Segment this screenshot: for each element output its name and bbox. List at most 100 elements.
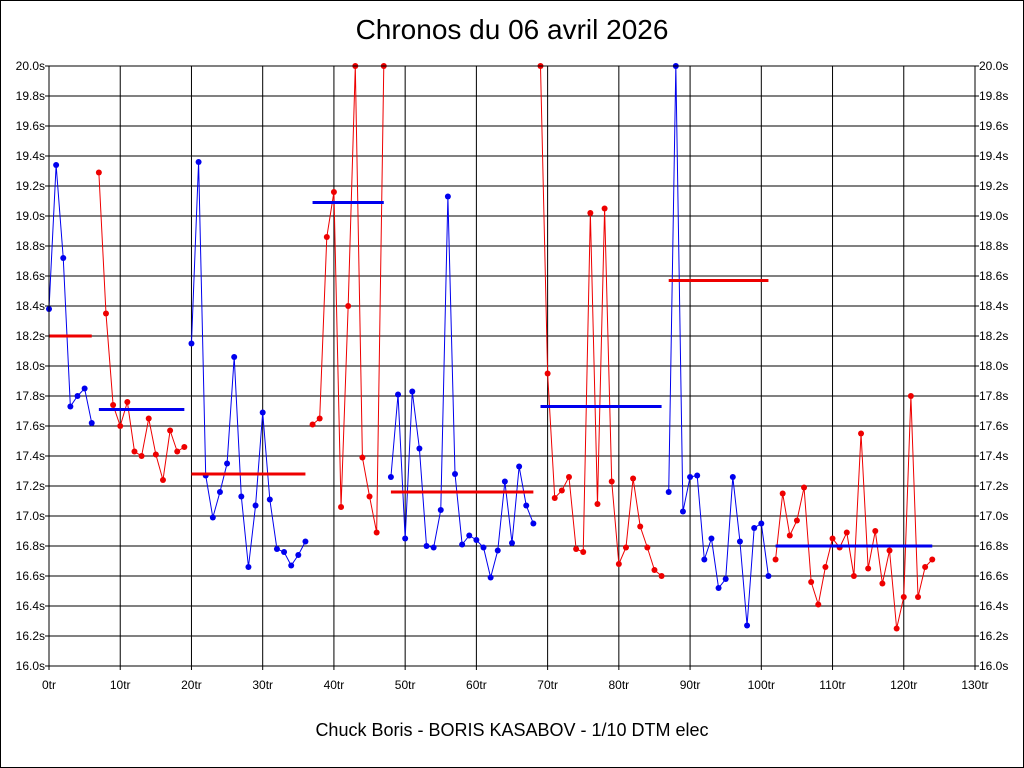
- data-point: [594, 501, 601, 507]
- data-point: [430, 544, 437, 551]
- data-point: [658, 573, 665, 579]
- y-tick-label-right: 16.8s: [979, 539, 1008, 553]
- data-point: [437, 507, 444, 513]
- x-tick-label: 70tr: [537, 678, 558, 692]
- data-point: [359, 454, 366, 461]
- series-line-5: [539, 65, 662, 577]
- y-tick-label-right: 18.4s: [979, 299, 1008, 313]
- data-point: [715, 585, 722, 591]
- data-point: [259, 409, 266, 416]
- data-point: [459, 541, 466, 548]
- data-point: [387, 474, 394, 480]
- data-point: [124, 399, 131, 405]
- y-tick-label-left: 16.6s: [16, 569, 45, 583]
- y-tick-label-left: 18.0s: [16, 359, 45, 373]
- data-point: [95, 169, 102, 176]
- data-point: [758, 520, 765, 527]
- data-point: [60, 255, 67, 261]
- y-tick-label-left: 19.0s: [16, 209, 45, 223]
- data-point: [423, 543, 430, 549]
- x-tick-label: 50tr: [395, 678, 416, 692]
- y-tick-label-left: 17.2s: [16, 479, 45, 493]
- y-tick-label-right: 17.2s: [979, 479, 1008, 493]
- data-point: [687, 474, 694, 480]
- data-point: [131, 448, 138, 455]
- data-point: [494, 547, 501, 554]
- data-point: [786, 532, 793, 539]
- data-point: [231, 354, 238, 360]
- y-tick-label-left: 16.0s: [16, 659, 45, 673]
- y-tick-label-left: 20.0s: [16, 59, 45, 73]
- data-point: [929, 556, 936, 563]
- y-tick-label-right: 18.2s: [979, 329, 1008, 343]
- data-point: [886, 547, 893, 554]
- data-point: [501, 478, 508, 485]
- data-point: [637, 523, 644, 530]
- x-tick-label: 30tr: [252, 678, 273, 692]
- data-point: [644, 544, 651, 551]
- data-point: [487, 574, 494, 581]
- mean-lines: [49, 201, 933, 548]
- y-tick-label-right: 17.8s: [979, 389, 1008, 403]
- data-point: [88, 420, 95, 426]
- data-point: [138, 453, 145, 459]
- data-point: [452, 471, 459, 477]
- data-point: [509, 540, 515, 546]
- data-point: [808, 579, 815, 585]
- y-tick-label-right: 17.6s: [979, 419, 1008, 433]
- y-tick-label-left: 17.6s: [16, 419, 45, 433]
- data-point: [516, 463, 523, 470]
- data-point: [879, 580, 886, 587]
- data-point: [858, 430, 865, 437]
- data-point: [159, 477, 166, 483]
- data-point: [907, 393, 914, 399]
- data-point: [102, 310, 109, 317]
- series-line-7: [775, 395, 933, 629]
- data-point: [722, 576, 729, 582]
- data-point: [843, 529, 850, 536]
- data-point: [622, 544, 629, 551]
- data-point: [416, 445, 423, 452]
- data-point: [473, 537, 480, 543]
- y-tick-label-left: 18.8s: [16, 239, 45, 253]
- data-point: [338, 504, 345, 510]
- data-point: [736, 538, 743, 545]
- y-tick-label-left: 17.4s: [16, 449, 45, 463]
- y-tick-label-right: 18.6s: [979, 269, 1008, 283]
- x-tick-label: 80tr: [609, 678, 630, 692]
- series-line-3: [312, 65, 385, 533]
- data-point: [922, 564, 929, 570]
- data-point: [850, 573, 857, 579]
- data-point: [373, 529, 380, 536]
- y-tick-label-right: 16.0s: [979, 659, 1008, 673]
- series-line-6: [668, 65, 769, 626]
- data-point: [466, 532, 473, 539]
- data-point: [195, 159, 202, 165]
- data-point: [295, 552, 302, 558]
- chart-title: Chronos du 06 avril 2026: [355, 14, 669, 45]
- data-point: [544, 370, 551, 377]
- data-point: [558, 487, 565, 494]
- y-tick-label-left: 18.2s: [16, 329, 45, 343]
- data-point: [409, 388, 416, 395]
- data-point: [573, 546, 580, 552]
- data-point: [587, 210, 594, 216]
- x-tick-label: 0tr: [42, 678, 56, 692]
- x-tick-label: 120tr: [890, 678, 917, 692]
- x-tick-label: 10tr: [110, 678, 131, 692]
- data-point: [729, 474, 736, 480]
- data-point: [651, 567, 658, 573]
- y-tick-label-left: 16.4s: [16, 599, 45, 613]
- y-tick-label-right: 17.4s: [979, 449, 1008, 463]
- data-point: [273, 546, 280, 552]
- data-point: [402, 535, 409, 542]
- y-tick-label-left: 17.8s: [16, 389, 45, 403]
- grid-lines: [45, 65, 979, 670]
- data-point: [152, 451, 159, 458]
- data-point: [67, 403, 74, 410]
- data-point: [679, 508, 686, 515]
- tick-labels: 16.0s 16.0s 16.2s 16.2s 16.4s 16.4s 16.6s 16.6s…: [16, 59, 1009, 692]
- y-tick-label-right: 16.2s: [979, 629, 1008, 643]
- data-point: [708, 535, 715, 542]
- data-point: [81, 385, 88, 392]
